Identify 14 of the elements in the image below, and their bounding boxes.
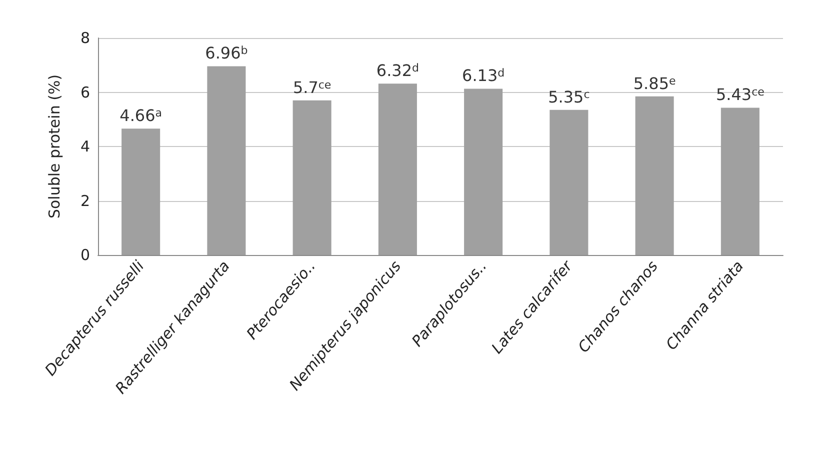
y-tick-label: 8 — [80, 29, 90, 47]
bar — [635, 96, 674, 255]
bar — [292, 100, 332, 255]
y-tick-label: 4 — [80, 138, 90, 156]
y-tick-label: 6 — [80, 83, 90, 102]
y-tick-label: 2 — [80, 192, 90, 210]
bar — [550, 110, 588, 255]
bar — [207, 66, 246, 255]
y-tick-label: 0 — [80, 246, 90, 264]
bar — [464, 88, 503, 255]
y-axis-title: Soluble protein (%) — [46, 74, 64, 219]
bar — [378, 84, 417, 255]
bar — [122, 128, 160, 255]
bar — [720, 108, 760, 255]
